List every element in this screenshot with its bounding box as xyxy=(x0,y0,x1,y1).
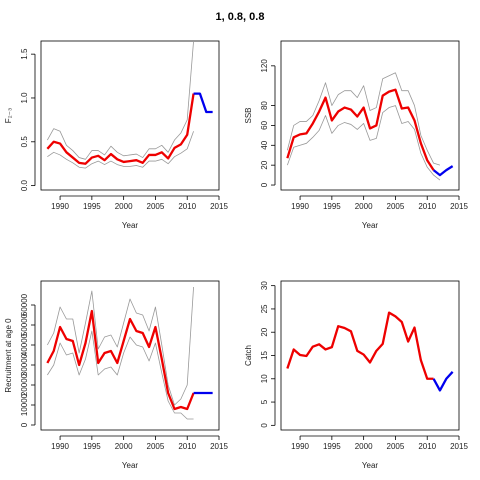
y-tick-label: 10 xyxy=(260,374,269,383)
series-confidence-bound xyxy=(286,72,441,166)
y-tick-label: 1.0 xyxy=(20,92,29,104)
y-tick-label: 50000 xyxy=(20,313,29,336)
x-tick-label: 1990 xyxy=(51,442,69,451)
x-tick-label: 1995 xyxy=(323,442,341,451)
y-tick-label: 60000 xyxy=(20,293,29,316)
x-tick-label: 1990 xyxy=(291,442,309,451)
x-tick-label: 2005 xyxy=(387,442,405,451)
x-tick-label: 2005 xyxy=(147,442,165,451)
y-tick-label: 30000 xyxy=(20,353,29,376)
y-tick-label: 0 xyxy=(260,423,269,428)
series-confidence-bound xyxy=(47,131,194,169)
x-axis-label: Year xyxy=(362,461,379,470)
y-tick-label: 20000 xyxy=(20,373,29,396)
x-tick-label: 2015 xyxy=(210,202,228,211)
y-tick-label: 20 xyxy=(260,327,269,336)
x-tick-label: 2015 xyxy=(450,442,468,451)
series-confidence-bound xyxy=(286,105,441,181)
y-tick-label: 60 xyxy=(260,120,269,129)
series-estimate-line xyxy=(286,88,435,171)
x-tick-label: 2005 xyxy=(387,202,405,211)
x-tick-label: 2000 xyxy=(355,442,373,451)
x-tick-label: 2015 xyxy=(450,202,468,211)
series-projection-line xyxy=(432,165,454,177)
y-tick-label: 0.5 xyxy=(20,136,29,148)
series-estimate-line xyxy=(286,311,434,380)
series-confidence-bound xyxy=(47,286,194,406)
panel-fishing-mortality: Year F₂₋₃ 1990 1995 2000 2005 2010 2015 0.0 0.5… xyxy=(4,40,228,230)
y-tick-label: 10000 xyxy=(20,393,29,416)
x-tick-label: 2010 xyxy=(418,442,436,451)
panel-ssb: Year SSB 1990 1995 2000 2005 2010 2015 0 20 40 60… xyxy=(244,40,468,230)
x-tick-label: 1995 xyxy=(323,202,341,211)
y-axis-label: Recruitment at age 0 xyxy=(4,318,13,393)
x-axis-label: Year xyxy=(362,221,379,230)
y-tick-label: 120 xyxy=(260,59,269,73)
series-confidence-bound xyxy=(47,41,194,160)
plot-frame xyxy=(280,280,460,431)
x-tick-label: 1990 xyxy=(51,202,69,211)
x-tick-label: 2000 xyxy=(115,442,133,451)
y-tick-label: 80 xyxy=(260,101,269,110)
y-tick-label: 0 xyxy=(20,422,29,427)
panel-recruitment: Year Recruitment at age 0 1990 1995 2000 20… xyxy=(4,280,228,470)
series-estimate-line xyxy=(46,309,195,411)
x-tick-label: 2015 xyxy=(210,442,228,451)
y-tick-label: 25 xyxy=(260,304,269,313)
x-tick-label: 2010 xyxy=(418,202,436,211)
y-axis-label: SSB xyxy=(244,107,253,123)
series-projection-line xyxy=(432,371,454,392)
series-estimate-line xyxy=(46,93,195,165)
plot-frame xyxy=(40,40,220,191)
series-confidence-bound xyxy=(47,330,194,420)
y-tick-label: 1.5 xyxy=(20,48,29,60)
x-tick-label: 2000 xyxy=(355,202,373,211)
y-tick-label: 15 xyxy=(260,351,269,360)
x-tick-label: 1990 xyxy=(291,202,309,211)
y-tick-label: 0 xyxy=(260,182,269,187)
x-tick-label: 2010 xyxy=(178,202,196,211)
x-tick-label: 2010 xyxy=(178,442,196,451)
y-axis-label: Catch xyxy=(244,345,253,366)
y-tick-label: 40000 xyxy=(20,333,29,356)
y-tick-label: 0.0 xyxy=(20,180,29,192)
x-axis-label: Year xyxy=(122,461,139,470)
plot-frame xyxy=(280,40,460,191)
series-projection-line xyxy=(193,92,213,114)
figure-title: 1, 0.8, 0.8 xyxy=(216,11,265,23)
y-tick-label: 5 xyxy=(260,399,269,404)
x-tick-label: 2000 xyxy=(115,202,133,211)
x-axis-label: Year xyxy=(122,221,139,230)
y-tick-label: 20 xyxy=(260,160,269,169)
y-tick-label: 40 xyxy=(260,140,269,149)
x-tick-label: 1995 xyxy=(83,202,101,211)
y-axis-label: F₂₋₃ xyxy=(4,108,13,123)
plot-frame xyxy=(40,280,220,431)
x-tick-label: 1995 xyxy=(83,442,101,451)
y-tick-label: 30 xyxy=(260,281,269,290)
panel-catch: Year Catch 1990 1995 2000 2005 2010 2015 0 5 10 1… xyxy=(244,280,468,470)
x-tick-label: 2005 xyxy=(147,202,165,211)
